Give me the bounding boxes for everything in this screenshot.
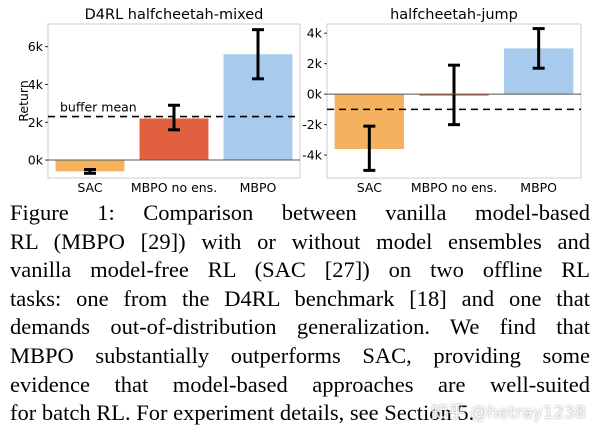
- figure-charts: D4RL halfcheetah-mixed 0k 2k 4k 6k Return SAC M…: [16, 7, 582, 195]
- caption-line: vanilla model-free RL (SAC [27]) on two …: [10, 257, 590, 283]
- y-tick-label: -4k: [302, 148, 322, 163]
- chart-title: D4RL halfcheetah-mixed: [85, 7, 264, 23]
- x-tick-label: SAC: [77, 180, 102, 195]
- caption-line: MBPO substantially outperforms SAC, prov…: [10, 342, 590, 368]
- y-tick-label: -2k: [302, 117, 322, 132]
- y-tick-label: 4k: [307, 26, 323, 41]
- caption-line: RL (MBPO [29]) with or without model ens…: [10, 228, 590, 254]
- caption-line: tasks: one from the D4RL benchmark [18] …: [10, 285, 590, 311]
- watermark: 知乎 @hetray1238: [430, 403, 586, 423]
- x-tick-label: SAC: [357, 180, 382, 195]
- x-tick-label: MBPO: [240, 180, 277, 195]
- figure-caption: Figure 1: Comparison between vanilla mod…: [10, 199, 590, 428]
- caption-line: demands out-of-distribution generalizati…: [10, 314, 590, 340]
- bar: [55, 160, 125, 172]
- caption-line: for batch RL. For experiment details, se…: [10, 400, 475, 426]
- y-tick-label: 2k: [307, 56, 323, 71]
- x-tick-label: MBPO no ens.: [411, 180, 497, 195]
- axes-frame: [326, 23, 582, 179]
- y-axis-label: Return: [16, 80, 31, 121]
- x-tick-label: MBPO: [520, 180, 557, 195]
- y-tick-label: 0k: [28, 153, 44, 168]
- chart-title: halfcheetah-jump: [390, 7, 518, 23]
- axes-frame: [47, 23, 301, 179]
- y-tick-label: 4k: [28, 77, 44, 92]
- y-tick-label: 6k: [28, 39, 44, 54]
- caption-line: Figure 1: Comparison between vanilla mod…: [10, 200, 590, 225]
- caption-line: evidence that model-based approaches are…: [10, 371, 590, 397]
- reference-line-label: buffer mean: [60, 100, 137, 115]
- x-tick-label: MBPO no ens.: [131, 180, 217, 195]
- y-tick-label: 0k: [307, 87, 323, 102]
- y-tick-label: 2k: [28, 115, 44, 130]
